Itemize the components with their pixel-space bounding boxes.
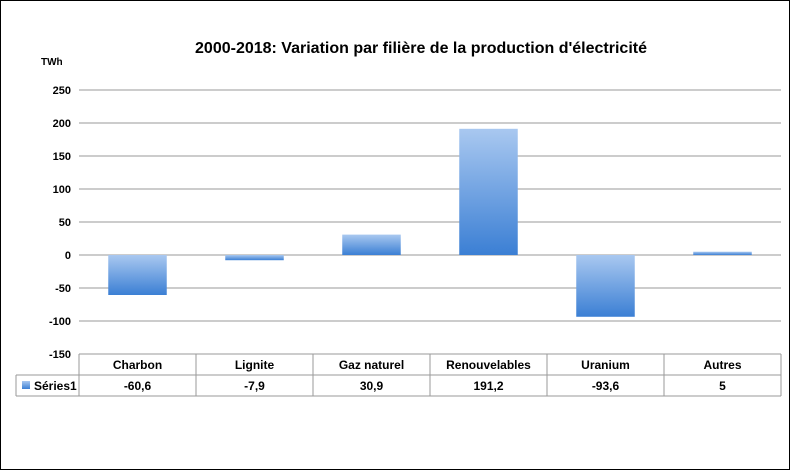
data-value-label: 191,2 bbox=[473, 379, 503, 393]
chart-title: 2000-2018: Variation par filière de la p… bbox=[195, 40, 647, 57]
y-axis-ticks: 250 200 150 100 50 0 -50 -100 -150 bbox=[49, 85, 71, 361]
y-tick-label: -150 bbox=[49, 349, 71, 361]
y-axis-unit: TWh bbox=[41, 57, 63, 68]
x-category-label: Charbon bbox=[113, 358, 162, 372]
y-tick-label: -50 bbox=[55, 283, 71, 295]
y-tick-label: 250 bbox=[53, 85, 71, 97]
y-tick-label: 50 bbox=[59, 217, 71, 229]
grid bbox=[79, 89, 781, 355]
legend-series-name: Séries1 bbox=[34, 379, 77, 393]
data-table: Charbon -60,6 Lignite -7,9 Gaz naturel 30,9 Re… bbox=[15, 353, 782, 397]
x-category-label: Renouvelables bbox=[446, 358, 531, 372]
y-tick-label: 200 bbox=[53, 118, 71, 130]
bars bbox=[108, 128, 752, 317]
x-category-label: Autres bbox=[703, 358, 741, 372]
y-tick-label: 100 bbox=[53, 184, 71, 196]
x-category-label: Lignite bbox=[235, 358, 275, 372]
y-tick-label: 0 bbox=[65, 250, 71, 262]
data-value-label: 30,9 bbox=[360, 379, 384, 393]
bar-uranium bbox=[576, 255, 635, 317]
bar-charbon bbox=[108, 255, 167, 295]
data-value-label: -60,6 bbox=[124, 379, 152, 393]
bar-lignite bbox=[225, 255, 284, 261]
x-category-label: Uranium bbox=[581, 358, 630, 372]
y-tick-label: -100 bbox=[49, 316, 71, 328]
bar-renouvelables bbox=[459, 128, 518, 255]
legend-swatch bbox=[22, 381, 30, 389]
data-value-label: -93,6 bbox=[592, 379, 620, 393]
y-tick-label: 150 bbox=[53, 151, 71, 163]
bar-gaz-naturel bbox=[342, 234, 401, 255]
data-value-label: -7,9 bbox=[244, 379, 265, 393]
x-category-label: Gaz naturel bbox=[339, 358, 404, 372]
bar-autres bbox=[693, 251, 752, 255]
data-value-label: 5 bbox=[719, 379, 726, 393]
